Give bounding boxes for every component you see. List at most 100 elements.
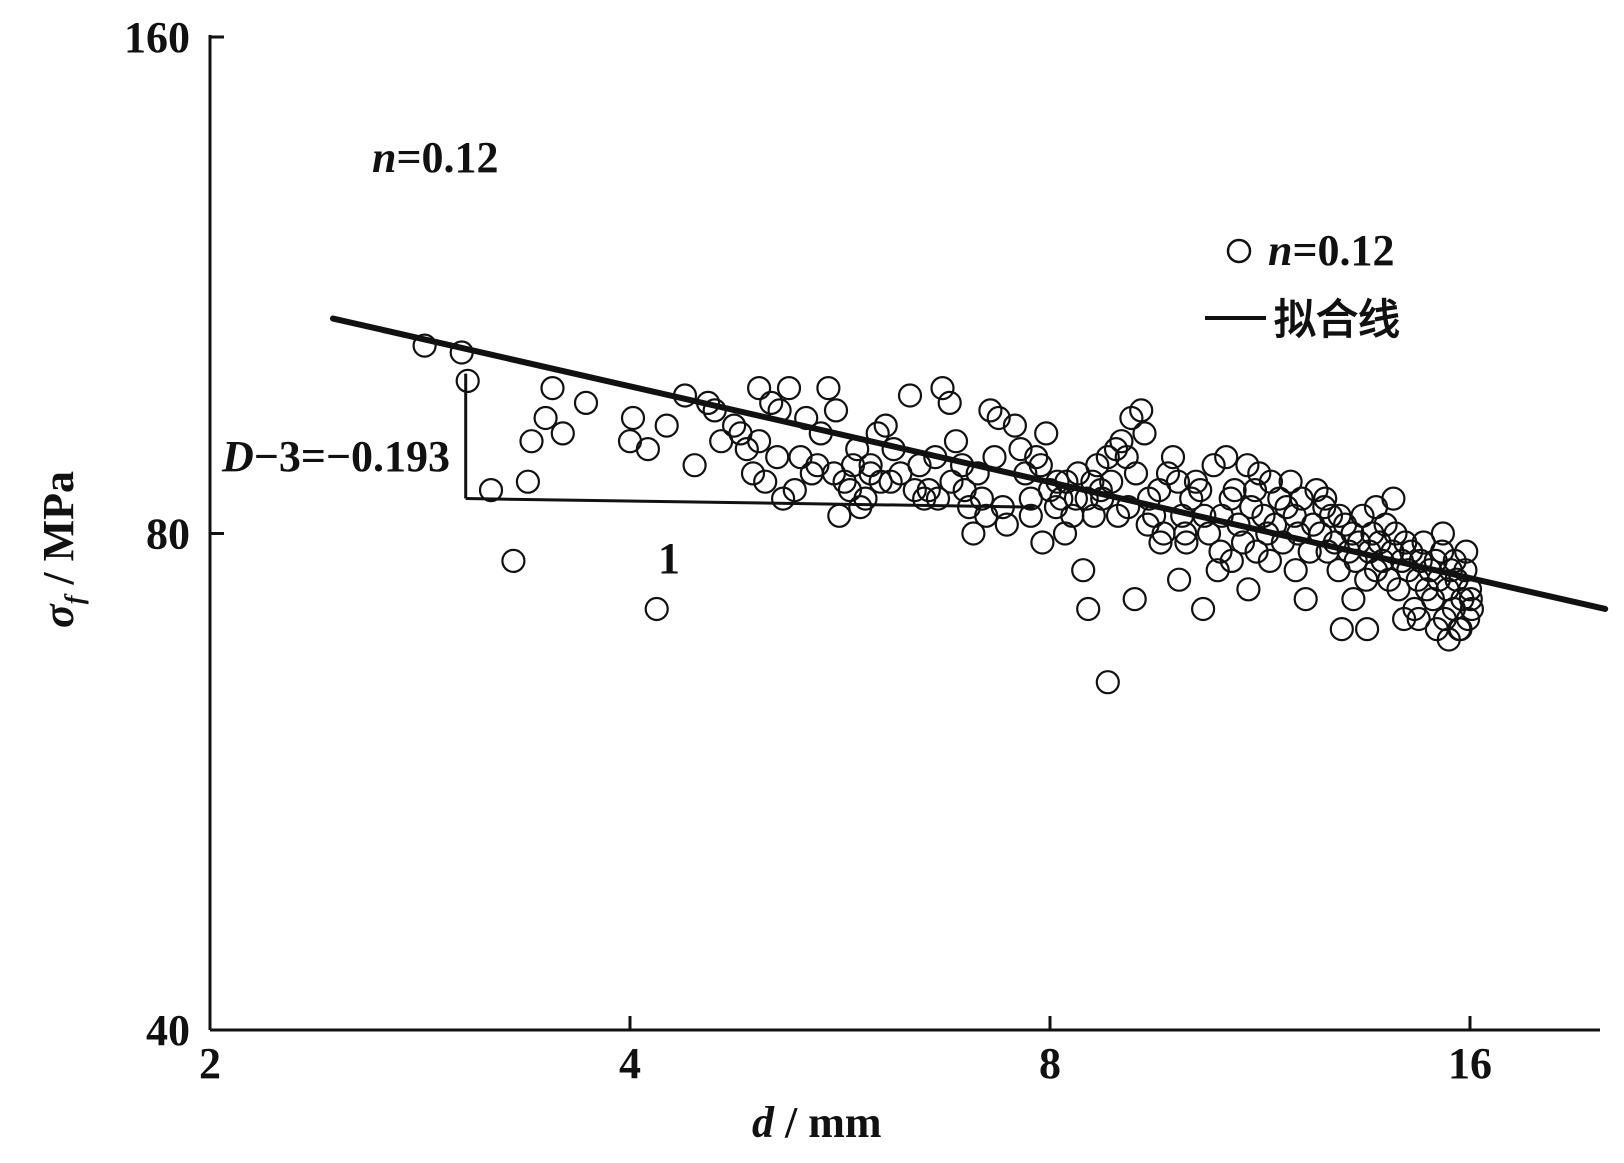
data-point — [1459, 596, 1485, 622]
data-point — [1028, 453, 1053, 478]
data-point — [902, 478, 927, 503]
data-point — [939, 469, 964, 494]
annotation-n-top: n=0.12 — [372, 133, 499, 182]
data-point — [1205, 558, 1230, 583]
data-point — [1188, 478, 1213, 503]
data-point — [1257, 548, 1283, 574]
data-point — [540, 376, 565, 401]
data-point — [1239, 495, 1264, 520]
x-tick-label: 2 — [199, 1039, 221, 1088]
x-axis-title-var: d — [752, 1098, 775, 1147]
data-point — [1190, 596, 1216, 622]
data-point — [455, 368, 480, 393]
annotation-slope-label: D−3=−0.193 — [221, 432, 450, 481]
data-point — [746, 376, 772, 401]
data-point — [986, 405, 1011, 431]
fit-line-layer — [329, 315, 1609, 612]
data-point — [799, 461, 824, 486]
data-point — [682, 453, 707, 478]
scatter-points — [412, 333, 1485, 695]
data-point — [1304, 478, 1329, 503]
data-point — [837, 478, 863, 503]
legend-series-var: n — [1268, 226, 1292, 275]
data-point — [994, 512, 1019, 537]
data-point — [1122, 586, 1147, 612]
data-point — [1408, 548, 1433, 574]
data-point — [1391, 606, 1417, 632]
data-point — [1312, 495, 1337, 520]
data-point — [1274, 495, 1299, 520]
data-point — [1123, 461, 1149, 486]
data-point — [1135, 512, 1160, 537]
y-tick-label: 40 — [146, 1006, 190, 1055]
data-point — [759, 390, 784, 415]
data-point — [1018, 503, 1043, 528]
data-point — [1283, 558, 1308, 583]
annotation-n-top-var: n — [372, 133, 396, 182]
data-point — [961, 521, 986, 546]
data-point — [873, 413, 898, 438]
data-point — [644, 596, 669, 622]
data-point — [1327, 503, 1352, 528]
data-point — [1002, 413, 1028, 438]
data-point — [1222, 478, 1247, 503]
data-point — [1214, 445, 1239, 470]
data-point — [978, 398, 1003, 423]
y-axis-title-var: σ — [34, 603, 83, 628]
data-point — [1160, 445, 1186, 470]
data-point — [1148, 530, 1173, 555]
data-point — [1008, 437, 1033, 462]
data-point — [823, 398, 849, 423]
slope-triangle-horizontal — [465, 497, 1035, 509]
data-point — [1132, 421, 1157, 446]
data-point — [1174, 530, 1199, 555]
data-point — [519, 429, 544, 454]
data-point — [721, 413, 747, 438]
data-point — [501, 548, 526, 574]
data-point — [827, 503, 852, 528]
data-point — [1173, 521, 1198, 546]
data-point — [1095, 445, 1120, 470]
data-point — [1201, 453, 1226, 478]
data-point — [1376, 567, 1402, 592]
data-point — [1454, 539, 1479, 564]
data-point — [478, 478, 504, 503]
data-point — [1289, 486, 1314, 511]
data-point — [770, 486, 796, 511]
data-point — [1381, 486, 1406, 511]
data-point — [925, 486, 951, 511]
data-point — [753, 469, 778, 494]
data-point — [930, 376, 955, 401]
data-point — [897, 383, 923, 408]
data-point — [1030, 530, 1055, 555]
data-point — [937, 390, 962, 415]
data-point — [620, 405, 646, 431]
data-point — [728, 421, 753, 446]
data-point — [1034, 421, 1059, 446]
fit-line — [329, 315, 1609, 612]
x-axis-title-unit: / mm — [774, 1098, 882, 1147]
data-point — [1081, 503, 1106, 528]
data-point — [965, 461, 990, 486]
data-point — [1386, 577, 1411, 602]
data-point — [1318, 503, 1344, 528]
data-point — [550, 421, 575, 446]
data-point — [740, 461, 766, 486]
slope-triangle-layer — [464, 373, 1035, 509]
legend-fit-label: 拟合线 — [1274, 295, 1400, 344]
data-point — [952, 478, 977, 503]
x-tick-label: 4 — [619, 1039, 641, 1088]
data-point — [1119, 405, 1144, 431]
axes-layer: 40 80 160 2 4 8 16 — [124, 13, 1600, 1088]
data-point — [1208, 539, 1233, 564]
data-point — [1430, 521, 1456, 546]
data-point — [878, 469, 903, 494]
annotation-run-label: 1 — [658, 534, 680, 583]
data-point — [943, 429, 969, 454]
legend: n=0.12 拟合线 — [1205, 226, 1400, 344]
data-point — [1341, 586, 1366, 612]
data-point — [788, 445, 813, 470]
x-axis-title: d / mm — [752, 1098, 882, 1147]
